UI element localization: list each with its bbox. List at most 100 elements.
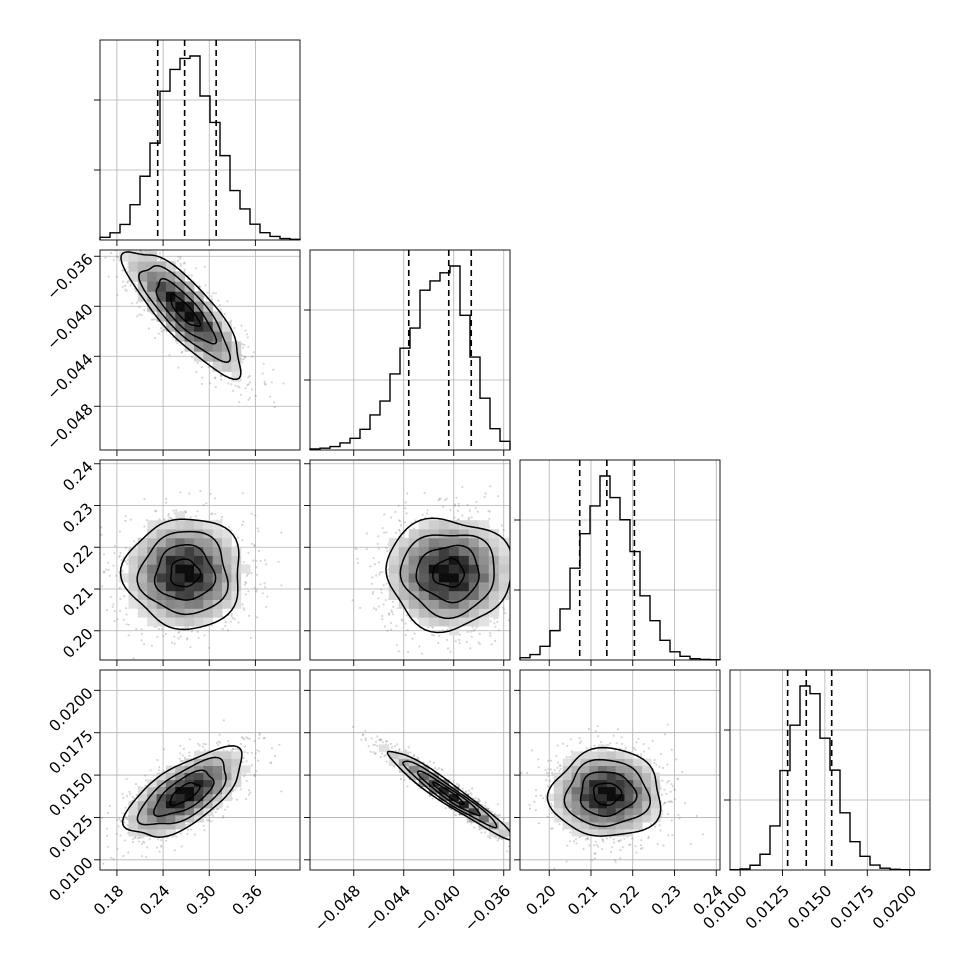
- density-cell: [137, 608, 148, 618]
- sample-point: [119, 834, 122, 837]
- sample-point: [263, 382, 266, 385]
- sample-point: [235, 798, 239, 801]
- sample-point: [211, 512, 214, 515]
- sample-point: [242, 607, 245, 610]
- sample-point: [164, 632, 167, 636]
- sample-point: [141, 855, 144, 858]
- density-cell: [633, 772, 643, 781]
- sample-point: [179, 264, 182, 267]
- density-cell: [468, 573, 480, 583]
- sample-point: [163, 329, 166, 332]
- sample-point: [240, 736, 243, 739]
- sample-point: [242, 561, 245, 564]
- sample-point: [511, 829, 513, 831]
- sample-point: [179, 752, 182, 755]
- sample-point: [392, 600, 395, 604]
- density-cell: [598, 765, 608, 773]
- sample-point: [468, 509, 471, 512]
- sample-point: [221, 516, 224, 519]
- sample-point: [609, 742, 612, 745]
- sample-point: [218, 741, 222, 744]
- density-cell: [194, 546, 204, 556]
- sample-point: [395, 624, 398, 627]
- sample-point: [230, 383, 233, 386]
- sample-point: [378, 738, 381, 741]
- sample-point: [512, 836, 514, 838]
- sample-point: [372, 751, 375, 754]
- sample-point: [238, 401, 241, 404]
- density-cell: [388, 590, 400, 600]
- sample-point: [391, 610, 394, 614]
- sample-point: [525, 593, 527, 595]
- sample-point: [179, 635, 182, 638]
- density-cell: [562, 758, 572, 766]
- density-cell: [428, 573, 440, 583]
- density-cell: [147, 821, 157, 830]
- sample-point: [102, 553, 106, 556]
- panel-frame: [99, 669, 301, 871]
- sample-point: [264, 383, 267, 386]
- sample-point: [461, 485, 464, 489]
- sample-point: [484, 801, 487, 804]
- density-cell: [147, 573, 157, 583]
- sample-point: [123, 595, 126, 598]
- sample-point: [136, 240, 138, 242]
- density-cell: [128, 814, 139, 823]
- sample-point: [377, 597, 380, 600]
- density-cell: [156, 772, 167, 781]
- density-cell: [589, 814, 599, 823]
- sample-point: [263, 586, 267, 589]
- sample-point: [165, 501, 168, 504]
- density-cell: [165, 829, 176, 837]
- density-cell: [231, 599, 242, 609]
- sample-point: [129, 793, 132, 796]
- sample-point: [217, 740, 220, 743]
- sample-point: [354, 547, 357, 550]
- sample-point: [385, 582, 388, 585]
- sample-point: [549, 768, 553, 771]
- sample-point: [158, 850, 161, 853]
- density-cell: [553, 779, 564, 788]
- density-cell: [147, 555, 157, 565]
- density-cell: [222, 321, 232, 332]
- sample-point: [458, 641, 461, 645]
- sample-point: [197, 636, 200, 639]
- sample-point: [496, 803, 499, 806]
- sample-point: [220, 374, 223, 378]
- sample-point: [570, 611, 572, 613]
- sample-point: [262, 362, 265, 365]
- sample-point: [405, 512, 408, 515]
- sample-point: [661, 810, 664, 813]
- density-cell: [633, 779, 643, 788]
- sample-point: [216, 808, 219, 811]
- density-cell: [165, 807, 176, 816]
- density-cell: [165, 311, 176, 322]
- sample-point: [594, 852, 597, 855]
- density-cell: [598, 807, 608, 816]
- density-cell: [633, 814, 643, 823]
- sample-point: [377, 561, 381, 564]
- sample-point: [243, 355, 246, 358]
- sample-point: [406, 629, 409, 632]
- sample-point: [183, 756, 186, 759]
- density-cell: [222, 765, 232, 773]
- sample-point: [151, 229, 153, 231]
- density-cell: [194, 331, 204, 342]
- sample-point: [255, 566, 258, 569]
- sample-point: [524, 632, 526, 634]
- sample-point: [373, 752, 377, 756]
- density-cell: [633, 793, 643, 802]
- sample-point: [668, 800, 671, 804]
- density-cell: [606, 751, 616, 759]
- density-cell: [165, 301, 176, 312]
- density-cell: [458, 617, 470, 627]
- density-cell: [580, 807, 590, 816]
- density-cell: [633, 765, 643, 773]
- sample-point: [669, 800, 672, 803]
- sample-point: [226, 300, 229, 303]
- y-tick-label: 0.0200: [46, 684, 97, 735]
- y-tick-label: −0.040: [43, 300, 96, 353]
- density-cell: [212, 793, 223, 802]
- density-cell: [137, 573, 148, 583]
- sample-point: [123, 839, 126, 842]
